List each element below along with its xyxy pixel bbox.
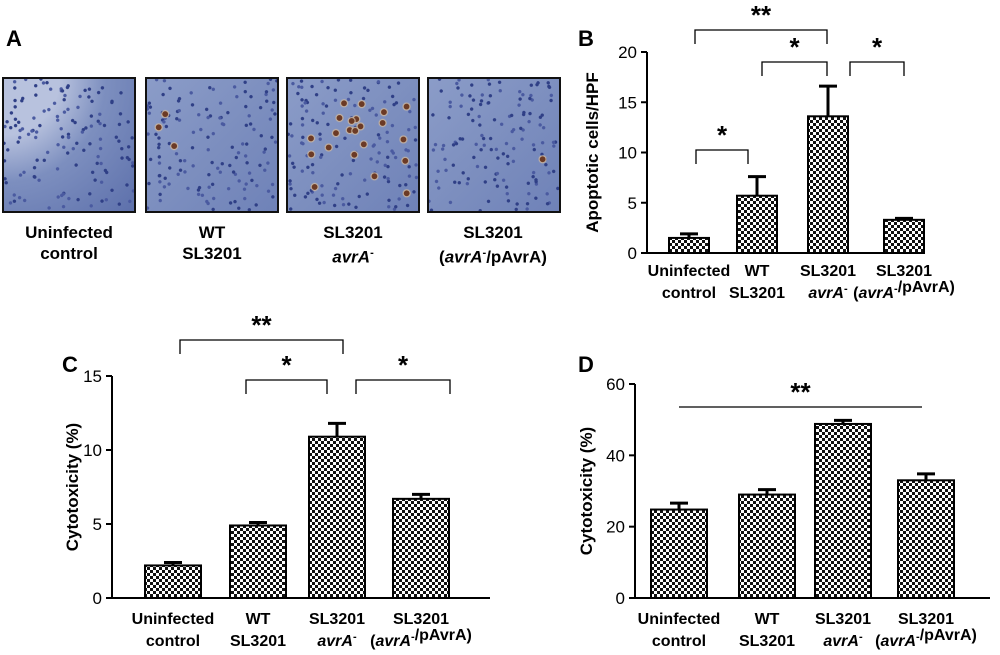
significance-label: * — [398, 350, 409, 380]
panel-label-a: A — [6, 26, 22, 51]
category-label: SL3201 — [393, 611, 449, 628]
chart-b: 0 5 10 15 20 Apoptotic cells/HPF Uninfected con… — [583, 0, 955, 302]
y-tick-label: 40 — [606, 446, 625, 465]
caption-line-strain: avrA- — [332, 247, 374, 267]
y-axis-label: Cytotoxicity (%) — [577, 427, 596, 555]
caption-line: SL3201 — [323, 223, 383, 242]
significance-label: * — [717, 120, 728, 150]
y-tick-label: 60 — [606, 375, 625, 394]
micrograph-tissue — [4, 79, 134, 211]
y-tick-label: 15 — [83, 367, 102, 386]
micrograph-sl3201-avra — [286, 77, 420, 213]
bar — [650, 508, 708, 599]
significance-label: * — [789, 32, 800, 62]
significance-bracket — [355, 379, 451, 394]
significance-label: ** — [751, 0, 772, 30]
panel-label-d: D — [578, 352, 594, 377]
category-label: SL3201 — [309, 611, 365, 628]
y-tick-label: 20 — [618, 43, 637, 62]
category-label: SL3201 — [729, 285, 785, 302]
micrograph-uninfected-control — [2, 77, 136, 213]
caption-line-strain: (avrA-/pAvrA) — [439, 247, 547, 267]
panel-label-c: C — [62, 352, 78, 377]
caption-line: SL3201 — [182, 244, 242, 263]
bar — [807, 115, 849, 254]
panel-label-b: B — [578, 26, 594, 51]
chart-d: 0 20 40 60 Cytotoxicity (%) Uninfected control… — [577, 375, 990, 650]
bar — [738, 493, 796, 600]
category-label: control — [662, 285, 716, 302]
category-label: (avrA-/pAvrA) — [875, 627, 977, 650]
y-tick-label: 5 — [628, 194, 637, 213]
bar — [308, 435, 366, 599]
bar — [897, 479, 955, 599]
category-label: SL3201 — [800, 263, 856, 280]
significance-label: * — [872, 32, 883, 62]
micrograph-sl3201-pavra — [427, 77, 561, 213]
category-label: Uninfected — [638, 611, 721, 628]
caption-sl3201-avra: SL3201 avrA- — [273, 222, 433, 268]
bar — [883, 218, 925, 255]
y-tick-label: 15 — [618, 93, 637, 112]
category-label: SL3201 — [876, 263, 932, 280]
micrograph-wt-sl3201 — [145, 77, 279, 213]
significance-label: * — [281, 350, 292, 380]
y-tick-label: 5 — [93, 515, 102, 534]
caption-wt-sl3201: WT SL3201 — [132, 222, 292, 264]
caption-sl3201-pavra: SL3201 (avrA-/pAvrA) — [413, 222, 573, 268]
micrograph-tissue — [147, 79, 277, 211]
bar — [229, 524, 287, 599]
significance-bracket — [245, 379, 328, 394]
y-axis-label: Cytotoxicity (%) — [63, 423, 82, 551]
significance-label: ** — [790, 377, 811, 407]
y-tick-label: 10 — [618, 144, 637, 163]
significance-bracket — [849, 61, 905, 76]
category-label: (avrA-/pAvrA) — [853, 279, 955, 302]
micrograph-tissue — [429, 79, 559, 211]
category-label: control — [146, 633, 200, 650]
significance-bracket — [179, 339, 344, 354]
category-label: avrA- — [808, 283, 848, 302]
y-tick-label: 20 — [606, 518, 625, 537]
bar — [144, 564, 202, 600]
micrograph-tissue — [288, 79, 418, 211]
category-label: avrA- — [823, 631, 863, 650]
bar — [392, 497, 450, 599]
caption-uninfected-control: Uninfected control — [0, 222, 149, 264]
category-label: WT — [246, 611, 271, 628]
category-label: WT — [745, 263, 770, 280]
caption-line: control — [40, 244, 98, 263]
y-tick-label: 10 — [83, 441, 102, 460]
category-label: SL3201 — [898, 611, 954, 628]
chart-c: 0 5 10 15 Cytotoxicity (%) Uninfected control W… — [63, 310, 490, 650]
category-label: Uninfected — [648, 263, 731, 280]
bar — [814, 422, 872, 599]
bar — [668, 236, 710, 255]
category-label: control — [652, 633, 706, 650]
category-label: avrA- — [317, 631, 357, 650]
y-tick-label: 0 — [93, 589, 102, 608]
category-label: SL3201 — [815, 611, 871, 628]
category-label: SL3201 — [230, 633, 286, 650]
significance-bracket — [694, 29, 828, 44]
caption-line: WT — [198, 223, 226, 242]
bar — [736, 194, 778, 254]
caption-line: SL3201 — [463, 223, 523, 242]
significance-bracket — [761, 61, 828, 76]
significance-label: ** — [251, 310, 272, 340]
category-label: SL3201 — [739, 633, 795, 650]
category-label: Uninfected — [132, 611, 215, 628]
category-label: (avrA-/pAvrA) — [370, 627, 472, 650]
y-tick-label: 0 — [628, 244, 637, 263]
y-tick-label: 0 — [616, 589, 625, 608]
caption-line: Uninfected — [25, 223, 113, 242]
significance-bracket — [695, 149, 749, 164]
y-axis-label: Apoptotic cells/HPF — [583, 72, 602, 233]
category-label: WT — [755, 611, 780, 628]
